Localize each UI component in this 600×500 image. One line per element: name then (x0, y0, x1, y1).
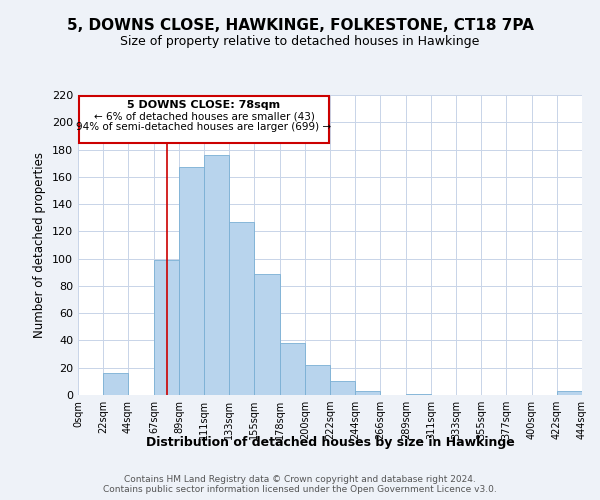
Text: Size of property relative to detached houses in Hawkinge: Size of property relative to detached ho… (121, 35, 479, 48)
Text: Distribution of detached houses by size in Hawkinge: Distribution of detached houses by size … (146, 436, 514, 449)
Bar (229, 222, 254, 395)
Text: ← 6% of detached houses are smaller (43): ← 6% of detached houses are smaller (43) (94, 112, 314, 122)
Bar (280, 343, 305, 395)
Bar (330, 382, 355, 395)
Text: 5, DOWNS CLOSE, HAWKINGE, FOLKESTONE, CT18 7PA: 5, DOWNS CLOSE, HAWKINGE, FOLKESTONE, CT… (67, 18, 533, 32)
Bar (103, 373, 128, 395)
Bar (406, 394, 431, 395)
Bar (355, 391, 380, 395)
FancyBboxPatch shape (79, 96, 329, 144)
Bar (154, 260, 179, 395)
Bar (179, 168, 204, 395)
Text: Contains HM Land Registry data © Crown copyright and database right 2024.: Contains HM Land Registry data © Crown c… (124, 474, 476, 484)
Y-axis label: Number of detached properties: Number of detached properties (34, 152, 46, 338)
Bar (204, 155, 229, 395)
Bar (305, 365, 330, 395)
Text: 5 DOWNS CLOSE: 78sqm: 5 DOWNS CLOSE: 78sqm (127, 100, 281, 110)
Text: 94% of semi-detached houses are larger (699) →: 94% of semi-detached houses are larger (… (76, 122, 332, 132)
Bar (557, 391, 582, 395)
Text: Contains public sector information licensed under the Open Government Licence v3: Contains public sector information licen… (103, 484, 497, 494)
Bar (254, 274, 280, 395)
